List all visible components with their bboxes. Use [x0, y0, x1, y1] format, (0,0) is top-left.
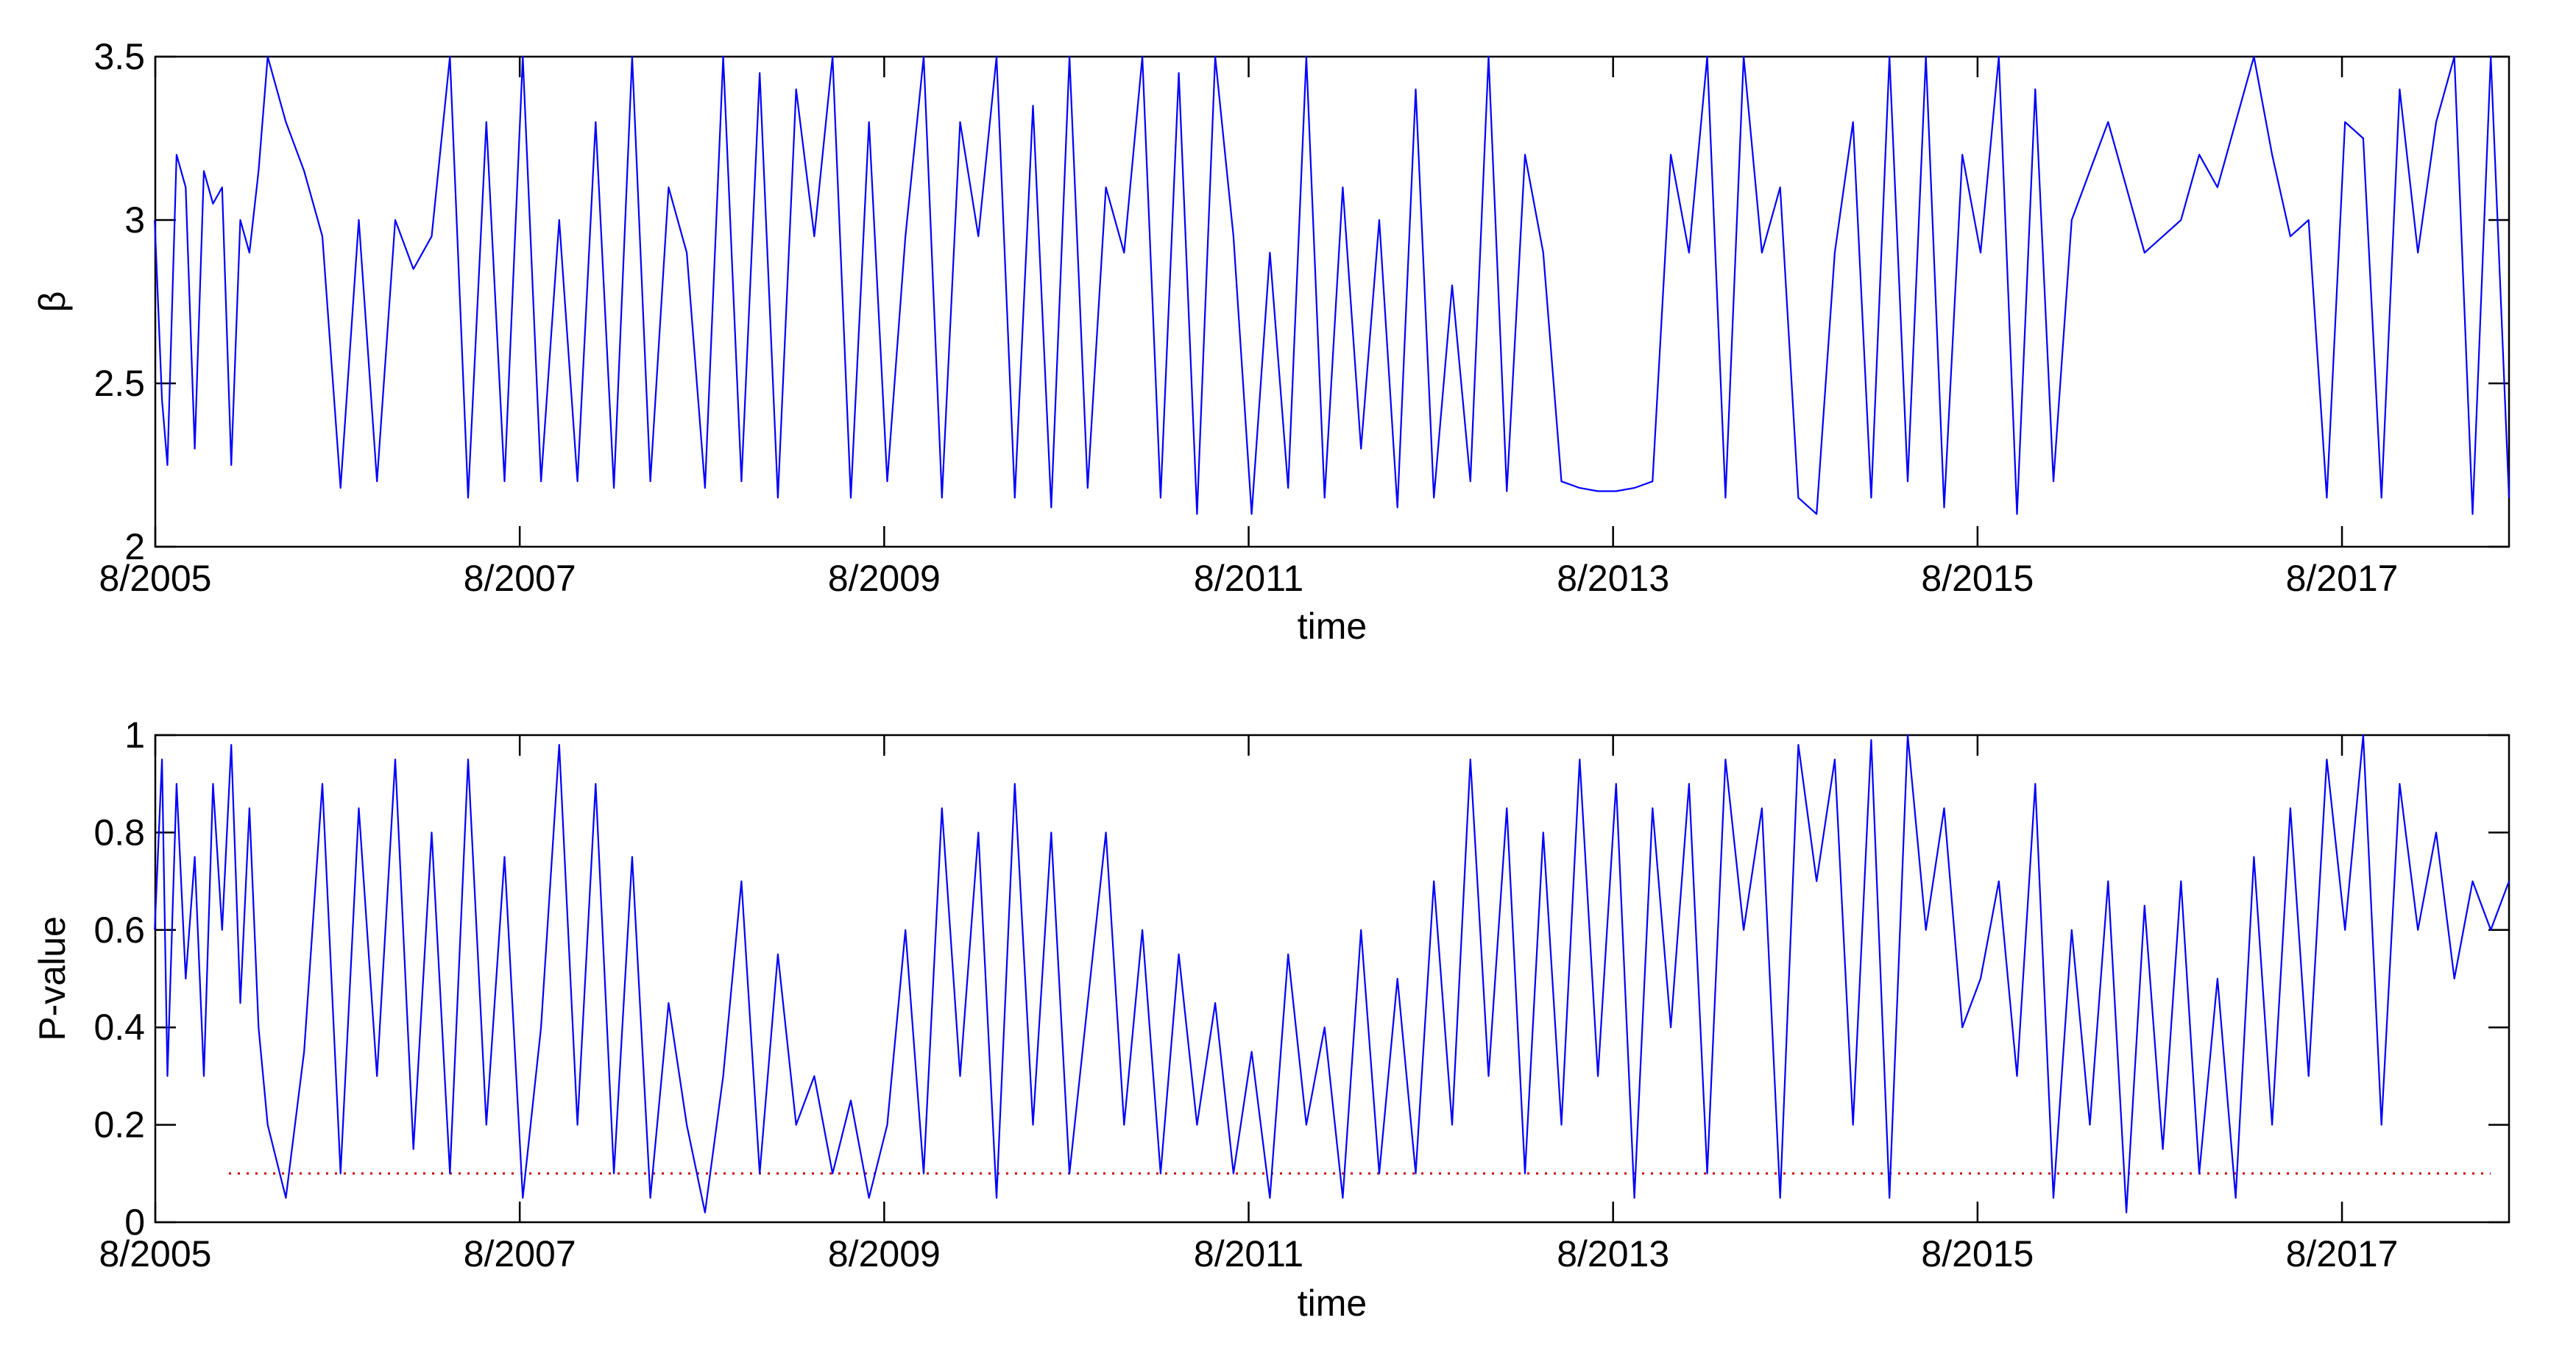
pvalue-xtick-label: 8/2015: [1921, 1233, 2034, 1274]
beta-xtick-label: 8/2011: [1194, 558, 1303, 599]
pvalue-ytick-label: 0.4: [93, 1007, 145, 1048]
beta-ytick-label: 2.5: [93, 363, 145, 404]
pvalue-plot-frame: [154, 734, 2510, 1224]
beta-xtick-label: 8/2009: [828, 558, 941, 599]
pvalue-xtick-label: 8/2017: [2286, 1233, 2399, 1274]
pvalue-ytick-label: 0.6: [93, 909, 145, 951]
pvalue-ytick-label: 0.8: [93, 812, 145, 853]
pvalue-ytick-label: 0.2: [93, 1104, 145, 1146]
beta-ytick-label: 2: [124, 526, 145, 567]
pvalue-panel: 8/2005 8/2007 8/2009 8/2011 8/2013 8/2015 8/20…: [32, 714, 2510, 1324]
pvalue-xtick-label: 8/2009: [828, 1233, 941, 1274]
beta-ytick-label: 3: [124, 199, 145, 241]
beta-xtick-label: 8/2013: [1557, 558, 1669, 599]
beta-xtick-label: 8/2007: [464, 558, 576, 599]
pvalue-xtick-label: 8/2007: [464, 1233, 576, 1274]
pvalue-xlabel: time: [1298, 1283, 1367, 1324]
beta-panel: 8/2005 8/2007 8/2009 8/2011 8/2013 8/2015 8/20…: [32, 36, 2510, 647]
pvalue-axis-ticks: 8/2005 8/2007 8/2009 8/2011 8/2013 8/2015 8/20…: [93, 714, 2509, 1274]
beta-xlabel: time: [1298, 606, 1367, 647]
beta-xtick-label: 8/2015: [1921, 558, 2034, 599]
beta-series-line: [154, 55, 2510, 515]
beta-ylabel: β: [32, 291, 73, 313]
pvalue-ytick-label: 1: [124, 714, 145, 756]
beta-plot-frame: [154, 55, 2510, 548]
beta-ytick-label: 3.5: [93, 36, 145, 77]
pvalue-xtick-label: 8/2013: [1557, 1233, 1669, 1274]
beta-xtick-label: 8/2017: [2286, 558, 2399, 599]
beta-axis-ticks: 8/2005 8/2007 8/2009 8/2011 8/2013 8/2015 8/20…: [93, 36, 2509, 599]
pvalue-ytick-label: 0: [124, 1202, 145, 1243]
pvalue-series-line: [154, 734, 2510, 1213]
pvalue-ylabel: P-value: [32, 916, 73, 1041]
beta-xtick-label: 8/2005: [99, 558, 212, 599]
pvalue-xtick-label: 8/2011: [1194, 1233, 1303, 1274]
pvalue-xtick-label: 8/2005: [99, 1233, 212, 1274]
